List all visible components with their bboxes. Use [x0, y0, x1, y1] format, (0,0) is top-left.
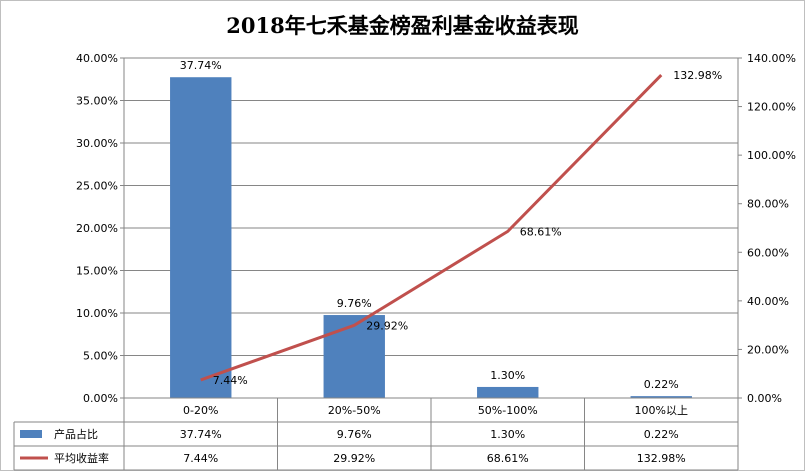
bar — [630, 396, 692, 398]
bar-data-label: 9.76% — [337, 297, 372, 310]
line-data-label: 7.44% — [213, 374, 248, 387]
bar-data-label: 1.30% — [490, 369, 525, 382]
y-tick-label-left: 20.00% — [76, 222, 118, 235]
bar-data-label: 37.74% — [180, 59, 222, 72]
bar-data-label: 0.22% — [644, 378, 679, 391]
table-cell-value: 1.30% — [490, 428, 525, 441]
x-category-label: 20%-50% — [328, 404, 381, 417]
bar — [323, 315, 385, 398]
legend-label: 平均收益率 — [54, 451, 109, 465]
line-data-label: 29.92% — [366, 319, 408, 332]
table-cell-value: 29.92% — [333, 452, 375, 465]
y-tick-label-right: 20.00% — [747, 343, 789, 356]
y-tick-label-right: 80.00% — [747, 198, 789, 211]
y-tick-label-left: 30.00% — [76, 137, 118, 150]
x-category-label: 100%以上 — [635, 404, 688, 417]
y-tick-label-left: 5.00% — [83, 350, 118, 363]
chart-title: 2018年七禾基金榜盈利基金收益表现 — [226, 13, 579, 38]
y-tick-label-left: 15.00% — [76, 265, 118, 278]
table-cell-value: 0.22% — [644, 428, 679, 441]
legend-label: 产品占比 — [54, 427, 98, 441]
table-cell-value: 37.74% — [180, 428, 222, 441]
x-category-label: 50%-100% — [478, 404, 538, 417]
data-labels: 37.74% 9.76% 1.30% 0.22% 7.44% 29.92% 68.61% 13… — [180, 59, 722, 391]
bar — [477, 386, 539, 398]
y-tick-label-right: 120.00% — [747, 101, 796, 114]
y-tick-label-right: 100.00% — [747, 149, 796, 162]
axes: 0.00% 5.00% 10.00% 15.00% 20.00% 25.00% 30.00%… — [76, 52, 796, 405]
bar-series — [170, 77, 692, 399]
table-cell-value: 132.98% — [637, 452, 686, 465]
table-cell-value: 7.44% — [183, 452, 218, 465]
y-tick-label-left: 25.00% — [76, 180, 118, 193]
line-data-label: 132.98% — [673, 69, 722, 82]
table-cell-value: 68.61% — [487, 452, 529, 465]
legend-swatch-bar — [20, 430, 42, 438]
y-tick-label-right: 40.00% — [747, 295, 789, 308]
y-tick-label-left: 0.00% — [83, 392, 118, 405]
line-series — [200, 73, 663, 382]
y-tick-label-right: 140.00% — [747, 52, 796, 65]
y-tick-label-left: 40.00% — [76, 52, 118, 65]
y-tick-label-right: 0.00% — [747, 392, 782, 405]
y-tick-label-left: 35.00% — [76, 95, 118, 108]
bar — [170, 77, 232, 399]
x-category-label: 0-20% — [183, 404, 218, 417]
y-tick-label-left: 10.00% — [76, 307, 118, 320]
y-tick-label-right: 60.00% — [747, 246, 789, 259]
line-data-label: 68.61% — [520, 225, 562, 238]
table-cell-value: 9.76% — [337, 428, 372, 441]
line-series-path — [200, 73, 663, 382]
